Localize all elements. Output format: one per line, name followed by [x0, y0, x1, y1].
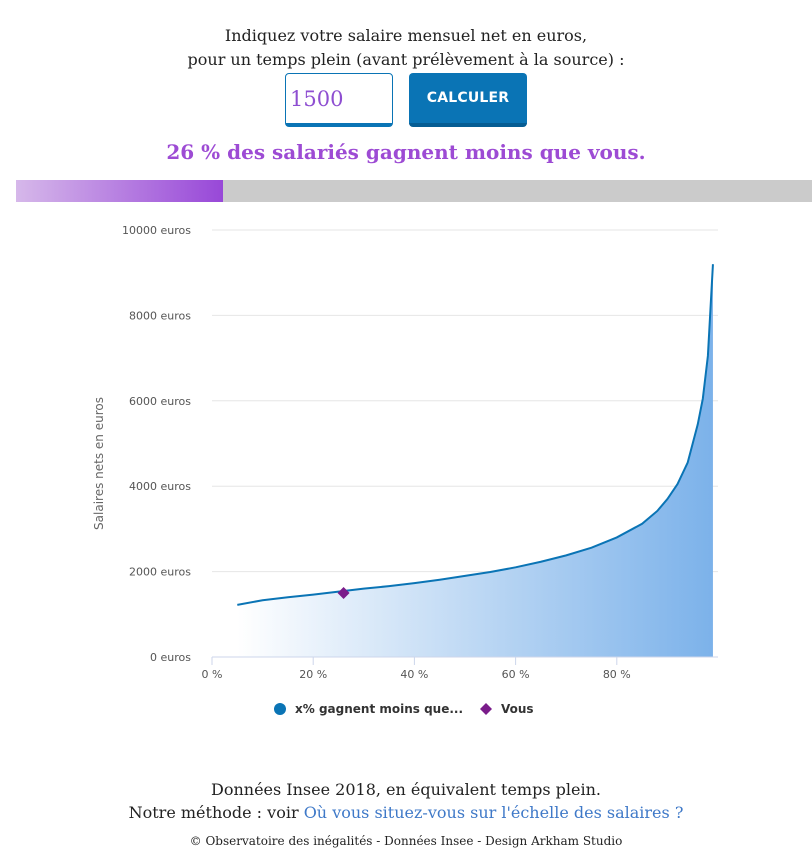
- result-text: 26 % des salariés gagnent moins que vous…: [166, 140, 646, 164]
- instructions-line-1: Indiquez votre salaire mensuel net en eu…: [224, 26, 588, 45]
- you-marker[interactable]: [337, 586, 350, 599]
- credits: © Observatoire des inégalités - Données …: [189, 834, 623, 848]
- y-tick-label: 8000 euros: [129, 309, 191, 322]
- salary-input[interactable]: [285, 73, 393, 127]
- x-tick-label: 40 %: [400, 668, 428, 681]
- result-progress-fill: [16, 180, 223, 202]
- method-line: Notre méthode : voir Où vous situez-vous…: [0, 803, 812, 822]
- x-tick-label: 20 %: [299, 668, 327, 681]
- x-tick-label: 0 %: [202, 668, 223, 681]
- salary-area: [237, 264, 713, 657]
- data-source: Données Insee 2018, en équivalent temps …: [211, 780, 601, 799]
- calculate-button[interactable]: CALCULER: [409, 73, 527, 127]
- legend-series-dot[interactable]: [274, 703, 286, 715]
- instructions-line-2: pour un temps plein (avant prélèvement à…: [187, 50, 625, 69]
- legend-series-label[interactable]: x% gagnent moins que...: [295, 702, 463, 716]
- legend-you-label[interactable]: Vous: [501, 702, 534, 716]
- legend-you-marker[interactable]: [480, 703, 492, 715]
- x-tick-label: 60 %: [502, 668, 530, 681]
- y-axis-label: Salaires nets en euros: [92, 397, 106, 530]
- salary-form: CALCULER: [0, 73, 812, 127]
- instructions: Indiquez votre salaire mensuel net en eu…: [0, 24, 812, 72]
- y-tick-label: 4000 euros: [129, 480, 191, 493]
- y-tick-label: 0 euros: [150, 651, 191, 664]
- method-link[interactable]: Où vous situez-vous sur l'échelle des sa…: [303, 803, 684, 822]
- salary-distribution-chart: 0 euros 2000 euros 4000 euros 6000 euros 800…: [92, 224, 718, 716]
- y-tick-label: 2000 euros: [129, 566, 191, 579]
- result-progress-bar: [16, 180, 812, 202]
- method-prefix: Notre méthode : voir: [128, 803, 299, 822]
- y-tick-label: 6000 euros: [129, 395, 191, 408]
- y-tick-label: 10000 euros: [122, 224, 191, 237]
- x-tick-label: 80 %: [603, 668, 631, 681]
- chart-legend: x% gagnent moins que... Vous: [274, 702, 534, 716]
